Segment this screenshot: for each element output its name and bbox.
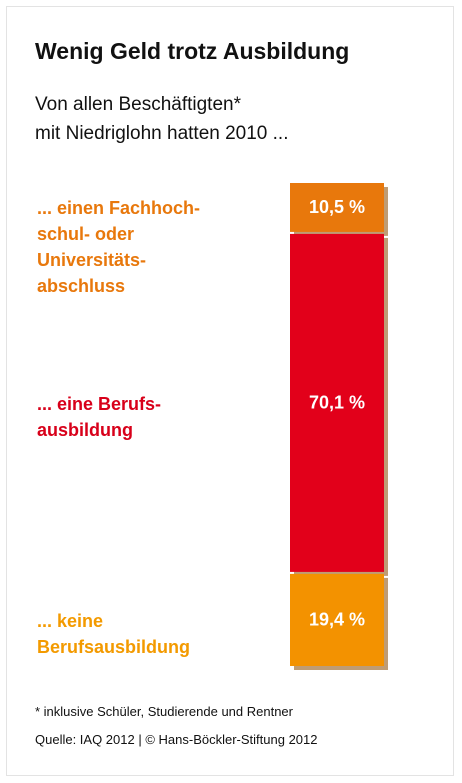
category-label: ... eine Berufs- ausbildung xyxy=(37,393,162,440)
footnote: * inklusive Schüler, Studierende und Ren… xyxy=(35,704,293,719)
value-label: 70,1 % xyxy=(309,393,365,413)
subtitle: Von allen Beschäftigten* mit Niedriglohn… xyxy=(35,94,289,144)
chart-title: Wenig Geld trotz Ausbildung xyxy=(35,38,350,64)
bar-segment xyxy=(290,573,384,666)
value-label: 10,5 % xyxy=(309,197,365,217)
category-label: ... einen Fachhoch- schul- oder Universi… xyxy=(37,198,201,297)
value-label: 19,4 % xyxy=(309,610,365,630)
bar-segment xyxy=(290,233,384,572)
source: Quelle: IAQ 2012 | © Hans-Böckler-Stiftu… xyxy=(35,732,318,747)
frame xyxy=(6,6,454,776)
bar-segment xyxy=(290,183,384,232)
category-label: ... keine Berufsausbildung xyxy=(37,610,191,657)
